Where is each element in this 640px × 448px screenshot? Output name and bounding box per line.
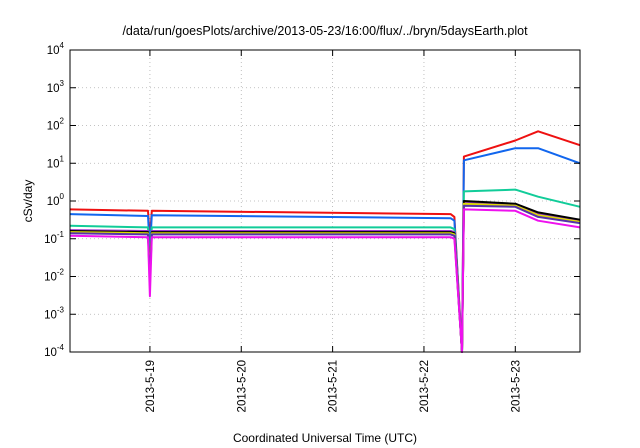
x-tick-label: 2013-5-21 — [328, 360, 340, 412]
series-line-4 — [69, 201, 581, 353]
x-tick-label: 2013-5-19 — [145, 360, 157, 412]
series-line-3 — [69, 188, 581, 353]
x-axis-label: Coordinated Universal Time (UTC) — [233, 431, 417, 445]
x-tick-label: 2013-5-22 — [419, 360, 431, 412]
y-axis-label: cSv/day — [21, 180, 35, 223]
tick-marks — [70, 49, 580, 353]
y-tick-label: 102 — [47, 117, 65, 133]
y-tick-label: 10-2 — [44, 268, 64, 284]
series-line-6 — [69, 202, 581, 353]
series-line-1 — [69, 130, 581, 353]
y-tick-label: 101 — [47, 154, 65, 170]
grid — [70, 50, 580, 352]
chart-title: /data/run/goesPlots/archive/2013-05-23/1… — [122, 24, 528, 38]
y-tick-label: 103 — [47, 79, 65, 95]
y-tick-labels: 10-4 10-3 10-2 10-1 100 101 102 103 104 — [44, 41, 64, 359]
series-line-2 — [69, 147, 581, 353]
series-group — [69, 130, 581, 353]
y-tick-label: 10-1 — [44, 230, 64, 246]
x-tick-label: 2013-5-23 — [510, 360, 522, 412]
y-tick-label: 10-3 — [44, 305, 64, 321]
x-tick-label: 2013-5-20 — [236, 360, 248, 412]
y-tick-label: 100 — [47, 192, 65, 208]
x-tick-labels: 2013-5-19 2013-5-20 2013-5-21 2013-5-22 2013… — [145, 360, 522, 412]
y-tick-label: 104 — [47, 41, 65, 57]
y-tick-label: 10-4 — [44, 343, 64, 359]
series-line-8 — [69, 208, 581, 353]
